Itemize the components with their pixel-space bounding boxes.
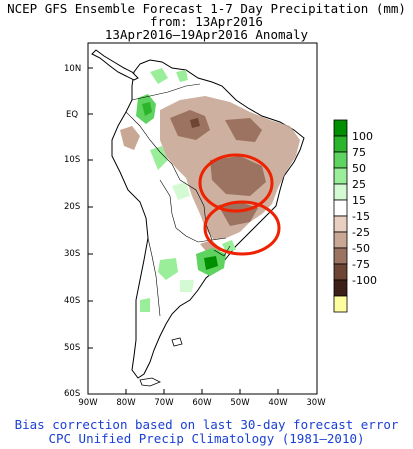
lat-label: 10N xyxy=(64,64,81,74)
lon-label: 30W xyxy=(306,398,326,408)
wet-anomaly-guyana xyxy=(176,70,188,82)
central-america-landmass xyxy=(91,49,139,81)
forecast-period: 13Apr2016–19Apr2016 Anomaly xyxy=(104,27,309,42)
wet-anomaly-venezuela xyxy=(150,68,168,84)
wet-anomaly-peru xyxy=(150,146,168,170)
wet-anomaly-colombia-core xyxy=(142,102,152,116)
border-line xyxy=(179,179,213,241)
legend-swatch xyxy=(333,279,348,297)
dry-anomaly-west xyxy=(120,126,140,150)
lon-label: 90W xyxy=(78,398,98,408)
color-scale-legend: 100 75 50 25 15 -15 -25 -50 -75 -100 xyxy=(333,119,377,313)
legend-label: 25 xyxy=(352,178,366,191)
highlight-circles xyxy=(198,153,281,256)
legend-label: 15 xyxy=(352,194,366,207)
falkland-islands xyxy=(171,337,183,347)
bias-correction-note: Bias correction based on last 30-day for… xyxy=(14,417,399,432)
legend-swatch xyxy=(333,151,348,169)
legend-label: -100 xyxy=(352,274,377,287)
latitude-labels: 10N EQ 10S 20S 30S 40S 50S 60S xyxy=(64,64,81,399)
dry-anomaly-core-3 xyxy=(210,156,266,196)
wet-anomaly-argentina-south xyxy=(180,280,194,292)
border-line xyxy=(147,237,161,317)
lat-label: 60S xyxy=(64,389,80,399)
tierra-del-fuego xyxy=(139,377,161,387)
wet-anomaly-chile-south xyxy=(140,298,150,312)
lat-label: EQ xyxy=(66,110,78,120)
lat-label: 10S xyxy=(64,155,80,165)
lat-label: 50S xyxy=(64,343,80,353)
legend-swatch xyxy=(333,263,348,281)
legend-swatch xyxy=(333,295,348,313)
legend-swatch xyxy=(333,119,348,137)
border-line xyxy=(131,83,201,101)
climatology-note: CPC Unified Precip Climatology (1981–201… xyxy=(48,431,365,446)
lon-label: 40W xyxy=(268,398,288,408)
longitude-ticks xyxy=(125,389,279,394)
legend-label: 50 xyxy=(352,162,366,175)
legend-label: 75 xyxy=(352,146,366,159)
legend-swatch xyxy=(333,231,348,249)
lon-label: 80W xyxy=(116,398,136,408)
map-title: NCEP GFS Ensemble Forecast 1-7 Day Preci… xyxy=(7,1,406,16)
lon-label: 60W xyxy=(192,398,212,408)
legend-swatch xyxy=(333,135,348,153)
border-line xyxy=(213,245,231,257)
lon-label: 50W xyxy=(230,398,250,408)
legend-label: 100 xyxy=(352,130,373,143)
wet-anomaly-uruguay xyxy=(222,240,236,252)
forecast-start-date: from: 13Apr2016 xyxy=(150,14,263,29)
legend-swatch xyxy=(333,199,348,217)
dry-anomaly-core-1 xyxy=(170,110,210,140)
wet-anomaly-bolivia xyxy=(172,182,190,200)
latitude-ticks xyxy=(88,67,93,349)
legend-swatch xyxy=(333,183,348,201)
lon-label: 70W xyxy=(154,398,174,408)
legend-swatch xyxy=(333,167,348,185)
wet-anomaly-argentina-central xyxy=(158,258,178,280)
legend-label: -75 xyxy=(352,258,370,271)
longitude-labels: 90W 80W 70W 60W 50W 40W 30W xyxy=(78,398,326,408)
border-line xyxy=(125,111,181,181)
lat-label: 20S xyxy=(64,202,80,212)
dry-anomaly-core-2 xyxy=(225,118,262,142)
legend-swatch xyxy=(333,247,348,265)
legend-swatch xyxy=(333,215,348,233)
highlight-circle-south xyxy=(203,200,281,256)
dry-anomaly-darkest xyxy=(190,118,200,128)
legend-label: -50 xyxy=(352,242,370,255)
legend-label: -25 xyxy=(352,226,370,239)
legend-label: -15 xyxy=(352,210,370,223)
highlight-circle-north xyxy=(198,153,274,213)
lat-label: 30S xyxy=(64,249,80,259)
precipitation-anomaly-shading xyxy=(120,68,300,312)
wet-anomaly-argentina-core xyxy=(204,256,218,270)
lat-label: 40S xyxy=(64,296,80,306)
